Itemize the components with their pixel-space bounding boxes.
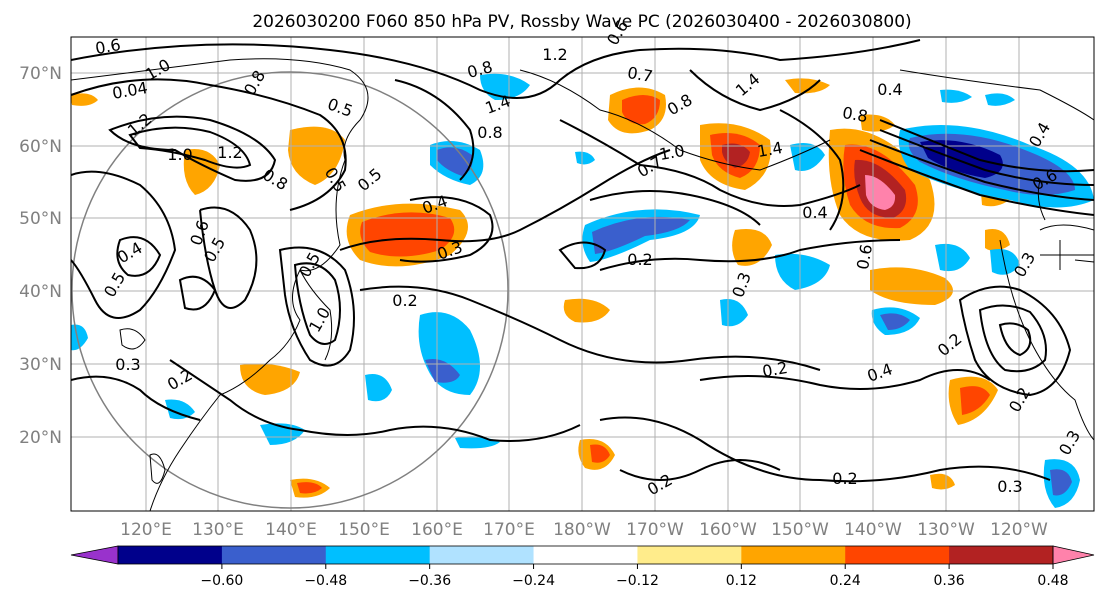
- lat-label: 50°N: [19, 209, 62, 229]
- lon-label: 170°W: [626, 520, 684, 540]
- colorbar-segment: [637, 546, 742, 564]
- lon-label: 130°E: [192, 520, 244, 540]
- lon-label: 130°W: [917, 520, 975, 540]
- lon-label: 140°E: [265, 520, 317, 540]
- lat-label: 30°N: [19, 355, 62, 375]
- contour-label: 1.2: [542, 45, 567, 64]
- contour-label: 0.6: [853, 243, 876, 271]
- colorbar-extend-max: [1052, 545, 1095, 565]
- colorbar-tick-label: 0.36: [934, 573, 965, 589]
- lon-label: 140°W: [844, 520, 902, 540]
- colorbar: −0.60 −0.48 −0.36 −0.24 −0.12 0.12 0.24 0.36 0.4…: [70, 545, 1095, 589]
- contour-label: 1.2: [217, 143, 242, 162]
- lat-label: 20°N: [19, 428, 62, 448]
- contour-label: 0.8: [477, 123, 502, 142]
- lon-label: 150°E: [338, 520, 390, 540]
- colorbar-tick-label: 0.24: [830, 573, 861, 589]
- map-panel: 0.61.0 0.80.51.20.040.8 0.71.21.40.80.51.0…: [70, 17, 1095, 512]
- colorbar-segment: [741, 546, 846, 564]
- colorbar-tick-label: −0.36: [408, 573, 451, 589]
- lon-label: 170°E: [483, 520, 535, 540]
- colorbar-outline: [117, 545, 1054, 565]
- contour-label: 1.0: [167, 145, 192, 164]
- longitude-labels: 120°E 130°E 140°E 150°E 160°E 170°E 180°…: [120, 520, 1048, 540]
- contour-label: 1.4: [756, 138, 784, 161]
- colorbar-tick-label: 0.12: [726, 573, 757, 589]
- lon-label: 120°W: [990, 520, 1048, 540]
- map-frame: [70, 36, 1095, 512]
- positive-anomaly-shading: [71, 78, 1015, 498]
- lon-label: 120°E: [120, 520, 172, 540]
- colorbar-tick-label: −0.48: [304, 573, 347, 589]
- colorbar-tick-label: −0.12: [616, 573, 659, 589]
- lat-label: 60°N: [19, 137, 62, 157]
- colorbar-segments: [70, 545, 1095, 565]
- contour-label: 0.2: [627, 250, 652, 269]
- lon-label: 150°W: [771, 520, 829, 540]
- contour-label: 0.4: [877, 80, 902, 99]
- contour-label: 0.7: [626, 63, 654, 86]
- reference-circle: [71, 71, 509, 509]
- contour-label: 0.8: [841, 103, 869, 126]
- contour-label: 0.4: [802, 203, 827, 222]
- lat-label: 40°N: [19, 282, 62, 302]
- contour-label: 0.3: [997, 477, 1022, 496]
- contour-label: 0.2: [392, 291, 417, 310]
- colorbar-segment: [118, 546, 223, 564]
- colorbar-segment: [221, 546, 327, 564]
- lon-label: 160°E: [411, 520, 463, 540]
- lon-label: 180°W: [553, 520, 611, 540]
- colorbar-tick-label: −0.60: [200, 573, 243, 589]
- contour-label: 0.3: [115, 355, 140, 374]
- figure-title: 2026030200 F060 850 hPa PV, Rossby Wave …: [252, 12, 911, 32]
- lon-label: 160°W: [699, 520, 757, 540]
- contour-label: 0.2: [832, 469, 857, 488]
- colorbar-segment: [429, 546, 535, 564]
- colorbar-segment: [325, 546, 431, 564]
- colorbar-ticks: −0.60 −0.48 −0.36 −0.24 −0.12 0.12 0.24 0.36 0.4…: [200, 564, 1069, 589]
- colorbar-segment: [845, 546, 950, 564]
- contour-label: 0.6: [94, 35, 122, 58]
- lat-label: 70°N: [19, 64, 62, 84]
- contour-label: 0.2: [761, 358, 789, 381]
- colorbar-segment: [533, 546, 638, 564]
- negative-anomaly-shading: [71, 73, 1094, 508]
- graticule: [71, 37, 1094, 511]
- colorbar-tick-label: −0.24: [512, 573, 555, 589]
- pv-contours: [71, 39, 1094, 483]
- colorbar-segment: [949, 546, 1054, 564]
- contour-label: 1.0: [658, 141, 686, 164]
- latitude-labels: 70°N 60°N 50°N 40°N 30°N 20°N: [19, 64, 62, 448]
- colorbar-tick-label: 0.48: [1037, 573, 1068, 589]
- colorbar-extend-min: [70, 545, 119, 565]
